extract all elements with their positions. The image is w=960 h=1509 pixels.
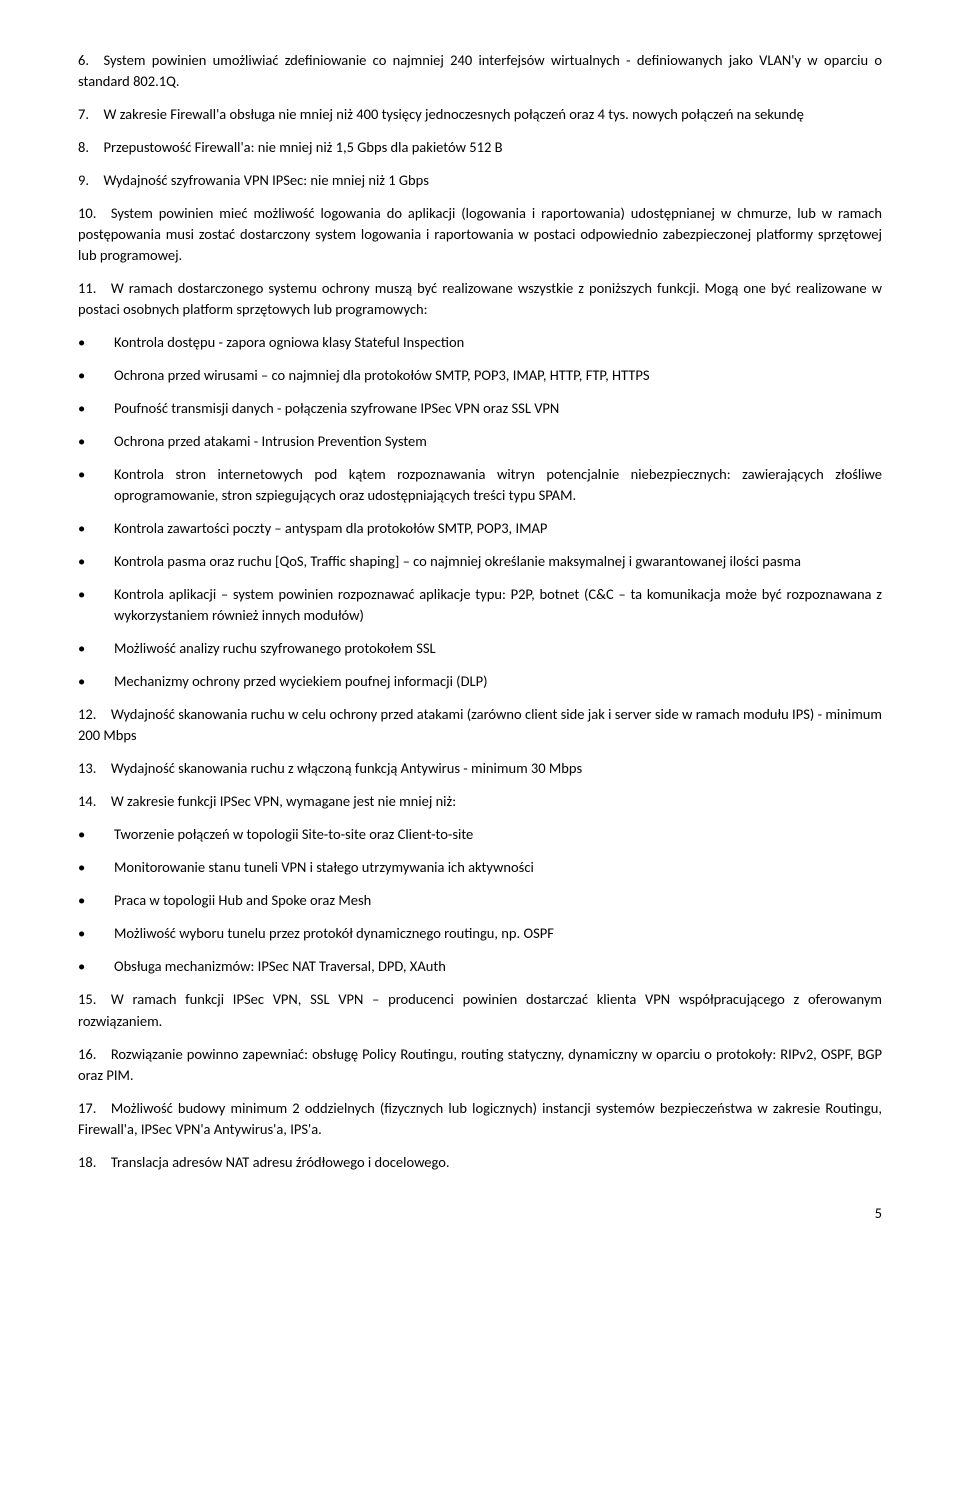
bullet-item: Możliwość wyboru tunelu przez protokół d… [78,923,882,944]
bullet-text: Ochrona przed atakami - Intrusion Preven… [114,432,427,450]
bullet-text: Kontrola stron internetowych pod kątem r… [114,465,882,504]
paragraph-17: 17. Możliwość budowy minimum 2 oddzielny… [78,1098,882,1140]
paragraph-16: 16. Rozwiązanie powinno zapewniać: obsłu… [78,1044,882,1086]
bullet-item: Kontrola aplikacji – system powinien roz… [78,584,882,626]
bullet-item: Kontrola stron internetowych pod kątem r… [78,464,882,506]
paragraph-15: 15. W ramach funkcji IPSec VPN, SSL VPN … [78,989,882,1031]
bullet-item: Kontrola dostępu - zapora ogniowa klasy … [78,332,882,353]
bullet-item: Poufność transmisji danych - połączenia … [78,398,882,419]
bullet-text: Możliwość analizy ruchu szyfrowanego pro… [114,639,436,657]
paragraph-11: 11. W ramach dostarczonego systemu ochro… [78,278,882,320]
paragraph-9: 9. Wydajność szyfrowania VPN IPSec: nie … [78,170,882,191]
bullet-text: Praca w topologii Hub and Spoke oraz Mes… [114,891,371,909]
bullet-item: Praca w topologii Hub and Spoke oraz Mes… [78,890,882,911]
bullet-item: Możliwość analizy ruchu szyfrowanego pro… [78,638,882,659]
paragraph-7: 7. W zakresie Firewall'a obsługa nie mni… [78,104,882,125]
bullet-item: Monitorowanie stanu tuneli VPN i stałego… [78,857,882,878]
paragraph-18: 18. Translacja adresów NAT adresu źródło… [78,1152,882,1173]
paragraph-14: 14. W zakresie funkcji IPSec VPN, wymaga… [78,791,882,812]
bullet-item: Obsługa mechanizmów: IPSec NAT Traversal… [78,956,882,977]
bullet-text: Kontrola zawartości poczty – antyspam dl… [114,519,547,537]
bullet-text: Obsługa mechanizmów: IPSec NAT Traversal… [114,957,446,975]
paragraph-12: 12. Wydajność skanowania ruchu w celu oc… [78,704,882,746]
bullet-item: Kontrola zawartości poczty – antyspam dl… [78,518,882,539]
paragraph-13: 13. Wydajność skanowania ruchu z włączon… [78,758,882,779]
paragraph-8: 8. Przepustowość Firewall'a: nie mniej n… [78,137,882,158]
bullet-text: Tworzenie połączeń w topologii Site-to-s… [114,825,473,843]
bullet-text: Kontrola aplikacji – system powinien roz… [114,585,882,624]
bullet-item: Ochrona przed wirusami – co najmniej dla… [78,365,882,386]
bullet-item: Kontrola pasma oraz ruchu [QoS, Traffic … [78,551,882,572]
bullet-text: Mechanizmy ochrony przed wyciekiem poufn… [114,672,487,690]
paragraph-6: 6. System powinien umożliwiać zdefiniowa… [78,50,882,92]
bullet-text: Monitorowanie stanu tuneli VPN i stałego… [114,858,534,876]
bullet-text: Ochrona przed wirusami – co najmniej dla… [114,366,650,384]
bullet-item: Tworzenie połączeń w topologii Site-to-s… [78,824,882,845]
paragraph-10: 10. System powinien mieć możliwość logow… [78,203,882,266]
bullet-item: Ochrona przed atakami - Intrusion Preven… [78,431,882,452]
bullet-text: Kontrola dostępu - zapora ogniowa klasy … [114,333,464,351]
bullet-text: Możliwość wyboru tunelu przez protokół d… [114,924,554,942]
bullet-text: Kontrola pasma oraz ruchu [QoS, Traffic … [114,552,801,570]
bullet-text: Poufność transmisji danych - połączenia … [114,399,559,417]
page-number: 5 [78,1203,882,1224]
bullet-item: Mechanizmy ochrony przed wyciekiem poufn… [78,671,882,692]
